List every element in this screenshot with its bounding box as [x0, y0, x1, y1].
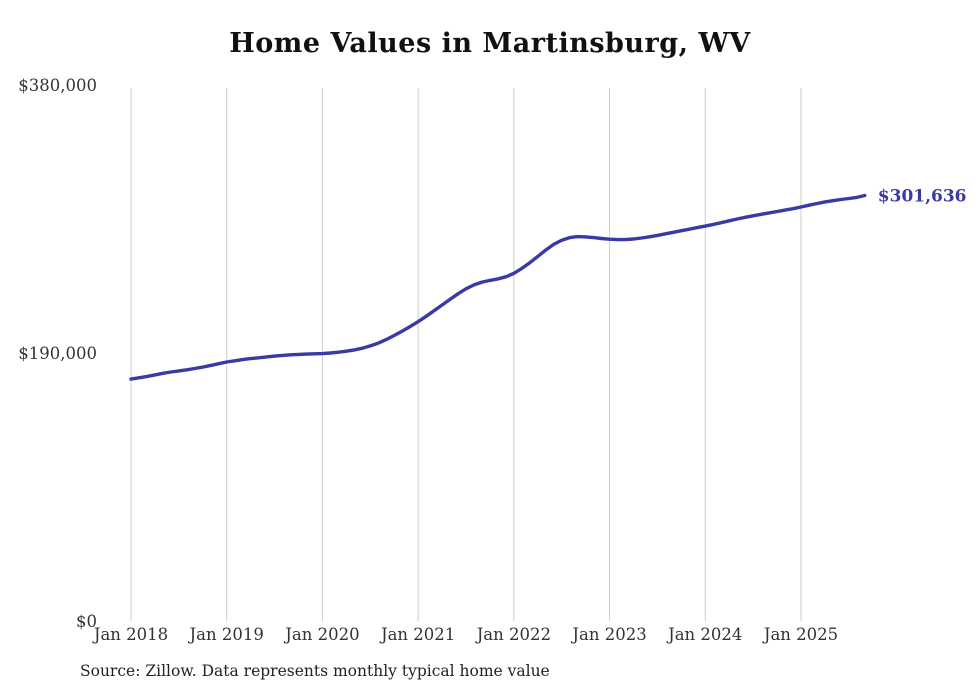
x-tick-label: Jan 2024 — [666, 625, 742, 644]
chart-title: Home Values in Martinsburg, WV — [229, 28, 751, 59]
home-value-series-line — [129, 193, 867, 381]
x-tick-label: Jan 2018 — [92, 625, 168, 644]
x-tick-label: Jan 2025 — [762, 625, 838, 644]
y-tick-label: $380,000 — [18, 76, 97, 95]
x-tick-label: Jan 2023 — [570, 625, 646, 644]
y-tick-label: $0 — [76, 612, 97, 631]
x-tick-label: Jan 2021 — [379, 625, 455, 644]
latest-value-label: $301,636 — [878, 187, 967, 207]
y-tick-label: $190,000 — [18, 344, 97, 363]
source-note: Source: Zillow. Data represents monthly … — [80, 662, 550, 680]
x-tick-label: Jan 2022 — [475, 625, 551, 644]
x-tick-label: Jan 2019 — [188, 625, 264, 644]
x-tick-label: Jan 2020 — [283, 625, 359, 644]
